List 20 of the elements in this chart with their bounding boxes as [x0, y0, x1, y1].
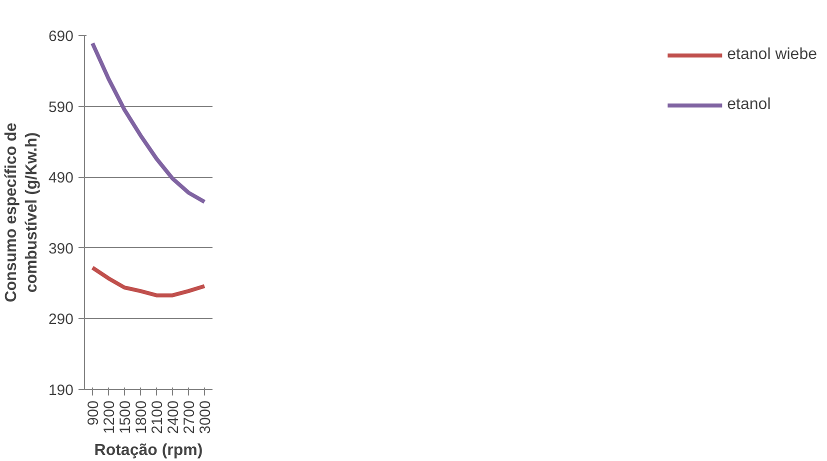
- y-tick-label: 590: [48, 98, 74, 116]
- x-tick-label: 3000: [197, 400, 214, 434]
- y-tick-label: 290: [48, 311, 74, 328]
- x-tick-label: 2100: [149, 400, 166, 434]
- y-tick-label: 690: [48, 28, 74, 45]
- x-tick-label: 1500: [117, 400, 134, 434]
- x-tick-label: 900: [85, 400, 102, 426]
- x-tick-label: 2700: [181, 400, 198, 434]
- line-series: [90, 266, 206, 298]
- legend-label: etanol: [727, 96, 771, 114]
- x-tick-label: 2400: [165, 400, 182, 434]
- x-tick-label: 1800: [133, 400, 150, 434]
- x-axis-title: Rotação (rpm): [94, 442, 203, 459]
- y-tick-label: 390: [48, 240, 74, 258]
- y-axis-title: Consumo específico de combustível (g/Kw.h): [3, 122, 40, 302]
- legend-label: etanol wiebe: [727, 46, 817, 64]
- y-tick-label: 490: [48, 170, 74, 187]
- x-tick-label: 1200: [101, 400, 118, 434]
- y-tick-label: 190: [48, 382, 74, 399]
- line-series: [90, 41, 206, 204]
